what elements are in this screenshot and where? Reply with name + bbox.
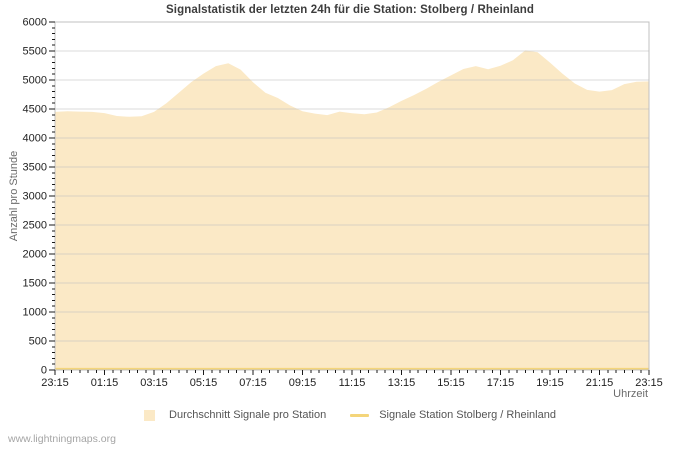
y-tick-label: 1000 [23, 307, 47, 319]
y-tick-label: 5000 [23, 75, 47, 87]
x-tick-label: 05:15 [190, 377, 218, 389]
x-tick-label: 11:15 [339, 377, 366, 389]
x-tick-label: 09:15 [289, 377, 317, 389]
legend-item-station: Signale Station Stolberg / Rheinland [350, 409, 556, 421]
x-tick-label: 19:15 [536, 377, 564, 389]
legend: Durchschnitt Signale pro Station Signale… [0, 409, 700, 421]
x-tick-label: 01:15 [91, 377, 119, 389]
legend-item-average: Durchschnitt Signale pro Station [144, 409, 326, 421]
x-tick-label: 15:15 [437, 377, 465, 389]
watermark: www.lightningmaps.org [8, 433, 116, 445]
y-tick-label: 3000 [23, 191, 47, 203]
y-tick-label: 2500 [23, 220, 47, 232]
x-axis-title: Uhrzeit [613, 388, 648, 400]
legend-label-average: Durchschnitt Signale pro Station [169, 409, 327, 421]
x-tick-label: 21:15 [586, 377, 614, 389]
line-swatch-icon [350, 413, 370, 417]
x-tick-label: 23:15 [635, 377, 663, 389]
area-swatch-icon [144, 409, 156, 421]
x-tick-label: 17:15 [487, 377, 515, 389]
y-tick-label: 6000 [23, 17, 47, 29]
y-tick-label: 4000 [23, 133, 47, 145]
y-tick-label: 4500 [23, 104, 47, 116]
x-tick-label: 13:15 [388, 377, 416, 389]
y-tick-label: 3500 [23, 162, 47, 174]
x-tick-label: 23:15 [41, 377, 69, 389]
chart-title: Signalstatistik der letzten 24h für die … [166, 4, 534, 16]
y-axis-title: Anzahl pro Stunde [8, 150, 20, 242]
x-tick-label: 07:15 [239, 377, 267, 389]
y-tick-label: 5500 [23, 46, 47, 58]
y-tick-label: 0 [41, 365, 47, 377]
y-tick-label: 1500 [23, 278, 47, 290]
legend-label-station: Signale Station Stolberg / Rheinland [379, 409, 556, 421]
x-tick-label: 03:15 [140, 377, 168, 389]
area-series [55, 50, 649, 371]
y-tick-label: 500 [29, 336, 47, 348]
y-tick-label: 2000 [23, 249, 47, 261]
